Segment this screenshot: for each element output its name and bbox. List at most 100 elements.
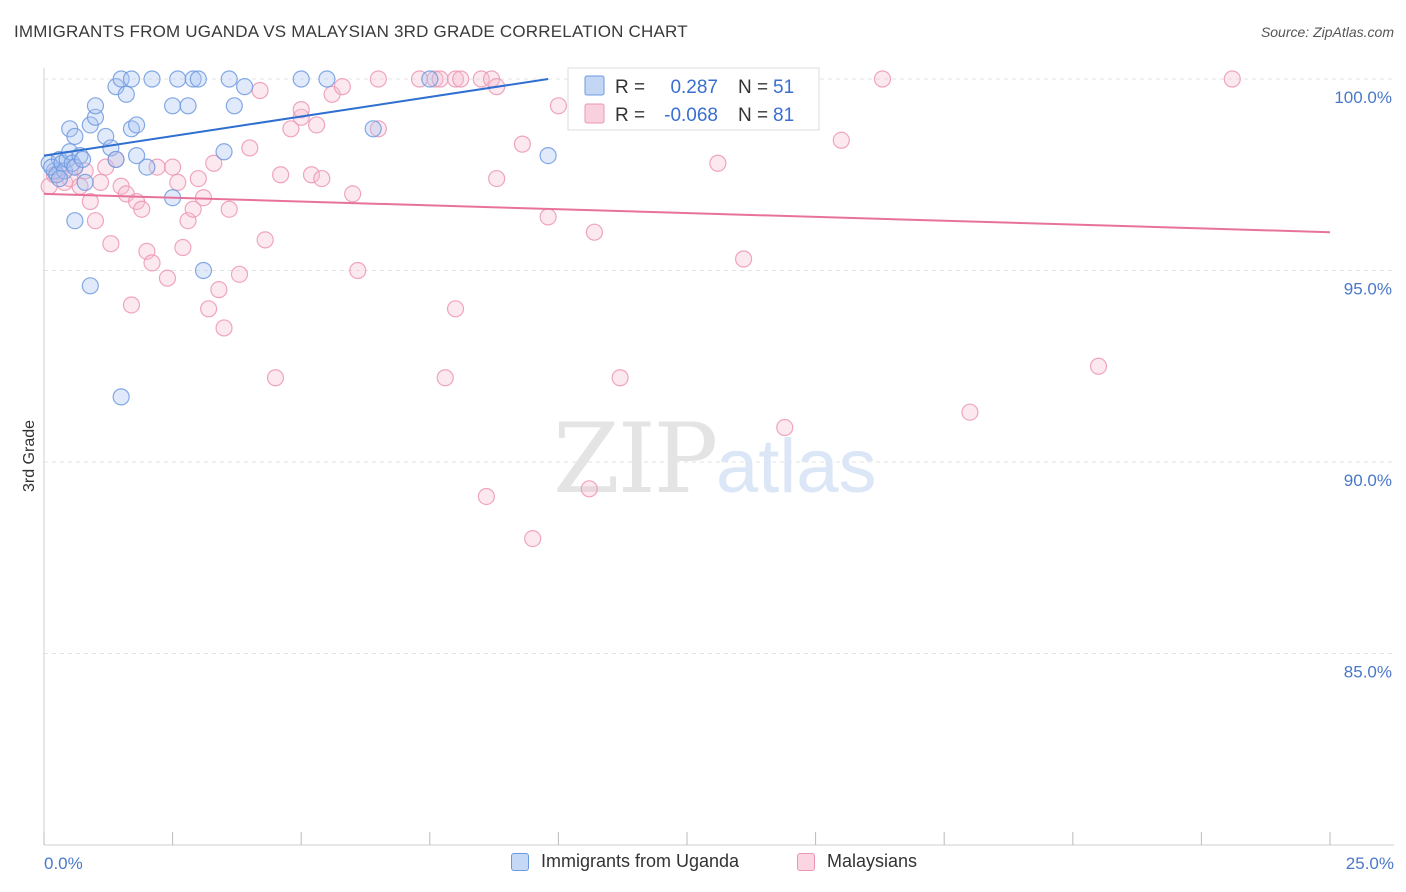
point-malaysians xyxy=(133,200,151,218)
legend-n-label-2: N = xyxy=(738,105,768,126)
point-malaysians xyxy=(776,418,794,437)
point-malaysians xyxy=(302,166,321,184)
watermark: ZIP atlas xyxy=(553,403,877,515)
point-malaysians xyxy=(539,208,557,226)
point-uganda xyxy=(184,70,202,88)
point-uganda xyxy=(164,97,182,115)
point-uganda xyxy=(292,70,310,88)
legend-n-value-1: 51 xyxy=(773,77,794,98)
trend-line-malaysians xyxy=(43,192,1331,234)
point-uganda xyxy=(73,150,92,169)
point-uganda xyxy=(138,158,156,176)
legend-r-value-2: -0.068 xyxy=(664,105,718,126)
point-uganda xyxy=(112,388,130,406)
legend-box xyxy=(567,67,820,131)
chart-title: IMMIGRANTS FROM UGANDA VS MALAYSIAN 3RD … xyxy=(14,22,688,41)
x-tick-label-min: 0.0% xyxy=(44,854,83,873)
point-malaysians xyxy=(272,166,290,184)
point-malaysians xyxy=(220,200,238,218)
point-uganda xyxy=(122,70,141,88)
watermark-zip: ZIP xyxy=(553,403,716,515)
series-uganda-points xyxy=(40,70,557,406)
point-malaysians xyxy=(446,70,465,88)
point-uganda xyxy=(81,277,99,295)
legend-swatch-uganda-bottom xyxy=(511,852,529,871)
legend-n-value-2: 81 xyxy=(773,105,794,126)
point-malaysians xyxy=(734,250,753,268)
point-malaysians xyxy=(488,169,506,188)
point-uganda xyxy=(169,70,187,88)
point-malaysians xyxy=(102,235,120,253)
legend-n-label-1: N = xyxy=(738,77,768,98)
point-malaysians xyxy=(426,70,444,88)
point-uganda xyxy=(107,150,125,169)
point-uganda xyxy=(236,78,254,96)
legend-swatch-uganda xyxy=(584,75,605,96)
point-malaysians xyxy=(961,403,979,421)
point-malaysians xyxy=(251,81,269,100)
point-uganda xyxy=(364,120,382,138)
source-attribution: Source: ZipAtlas.com xyxy=(1260,24,1394,40)
point-uganda xyxy=(194,261,213,280)
point-uganda xyxy=(225,97,243,115)
legend-label-uganda: Immigrants from Uganda xyxy=(541,851,740,871)
point-malaysians xyxy=(282,120,300,138)
watermark-atlas: atlas xyxy=(716,424,877,509)
legend-label-malaysians: Malaysians xyxy=(827,851,918,871)
point-malaysians xyxy=(91,173,110,192)
point-malaysians xyxy=(205,154,223,172)
y-tick-label: 100.0% xyxy=(1334,88,1392,107)
point-malaysians xyxy=(230,265,249,283)
point-malaysians xyxy=(1089,357,1108,375)
point-malaysians xyxy=(122,296,141,314)
point-malaysians xyxy=(164,158,182,176)
legend-r-label-1: R = xyxy=(615,77,645,98)
point-malaysians xyxy=(369,120,387,138)
point-uganda xyxy=(127,116,146,134)
point-malaysians xyxy=(308,116,326,134)
point-malaysians xyxy=(611,369,629,387)
point-malaysians xyxy=(184,200,202,218)
point-uganda xyxy=(318,70,336,88)
point-malaysians xyxy=(174,238,192,257)
point-uganda xyxy=(421,70,439,88)
point-uganda xyxy=(220,70,238,88)
point-uganda xyxy=(86,97,105,115)
point-malaysians xyxy=(189,169,207,188)
point-malaysians xyxy=(832,131,850,149)
point-uganda xyxy=(127,147,146,165)
series-malaysians-points xyxy=(40,70,1241,548)
x-axis-ticks xyxy=(43,832,1331,845)
point-malaysians xyxy=(549,97,568,115)
y-axis-label: 3rd Grade xyxy=(21,420,38,492)
y-tick-labels: 100.0% 95.0% 90.0% 85.0% xyxy=(1334,88,1392,682)
point-uganda xyxy=(50,169,69,188)
point-malaysians xyxy=(215,319,233,337)
point-malaysians xyxy=(436,369,454,387)
trend-line-uganda xyxy=(43,78,549,157)
point-uganda xyxy=(539,147,557,165)
point-malaysians xyxy=(210,281,228,299)
point-malaysians xyxy=(81,192,99,211)
legend-swatch-malaysians-bottom xyxy=(797,852,815,871)
legend-r-label-2: R = xyxy=(615,105,645,126)
point-malaysians xyxy=(477,487,495,506)
point-malaysians xyxy=(241,139,259,157)
point-malaysians xyxy=(585,223,604,241)
point-uganda xyxy=(76,173,94,192)
point-uganda xyxy=(189,70,207,88)
point-malaysians xyxy=(349,261,367,280)
trend-lines xyxy=(43,78,1331,234)
point-malaysians xyxy=(1223,70,1241,88)
x-tick-label-max: 25.0% xyxy=(1346,854,1394,873)
point-malaysians xyxy=(292,101,310,119)
legend-r-value-1: 0.287 xyxy=(670,77,718,98)
series-legend: Immigrants from Uganda Malaysians xyxy=(0,851,1406,879)
point-malaysians xyxy=(580,480,598,498)
point-malaysians xyxy=(446,300,465,318)
point-malaysians xyxy=(709,154,727,172)
point-malaysians xyxy=(86,212,105,230)
point-uganda xyxy=(117,85,135,103)
legend-item-uganda: Immigrants from Uganda xyxy=(511,851,739,872)
point-malaysians xyxy=(333,78,351,96)
